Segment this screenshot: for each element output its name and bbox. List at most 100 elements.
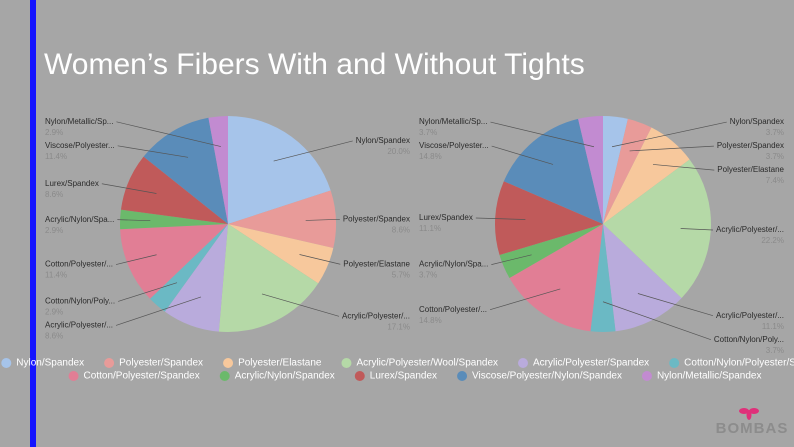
logo-text: BOMBAS bbox=[716, 420, 789, 437]
slice-value: 3.7% bbox=[419, 271, 437, 280]
leader-line bbox=[273, 140, 353, 162]
pie-slice bbox=[603, 159, 711, 299]
pie-slice bbox=[208, 116, 228, 224]
slice-value: 8.6% bbox=[392, 225, 410, 234]
pie-slice bbox=[603, 224, 682, 332]
slice-label: Polyester/Spandex bbox=[343, 214, 410, 223]
logo-body bbox=[746, 410, 752, 420]
legend-swatch bbox=[354, 371, 365, 381]
logo-wing bbox=[749, 408, 759, 414]
slice-label: Nylon/Spandex bbox=[730, 117, 784, 126]
legend-label: Polyester/Elastane bbox=[238, 358, 322, 369]
pie-slice bbox=[499, 224, 603, 278]
slice-value: 3.7% bbox=[419, 128, 437, 137]
logo: BOMBAS bbox=[716, 408, 789, 437]
leader-line bbox=[489, 288, 561, 311]
pie-slice bbox=[603, 116, 628, 224]
slice-value: 7.4% bbox=[766, 176, 784, 185]
leader-line bbox=[611, 121, 727, 148]
leader-line bbox=[299, 254, 341, 265]
leader-line bbox=[117, 219, 151, 222]
legend-row: Cotton/Polyester/Spandex Acrylic/Nylon/Sp… bbox=[68, 371, 762, 382]
slice-value: 11.1% bbox=[762, 322, 784, 331]
slice-label: Acrylic/Polyester/... bbox=[716, 311, 784, 320]
leader-line bbox=[475, 217, 526, 220]
slice-label: Acrylic/Polyester/... bbox=[45, 321, 113, 330]
pie-slice bbox=[120, 156, 228, 224]
leader-line bbox=[115, 296, 202, 326]
slice-label: Nylon/Metallic/Sp... bbox=[419, 117, 487, 126]
pie-slice bbox=[603, 118, 652, 224]
leader-line bbox=[261, 293, 340, 317]
legend-label: Nylon/Spandex bbox=[16, 358, 84, 369]
leader-line bbox=[118, 282, 178, 302]
slice-value: 14.8% bbox=[419, 152, 442, 161]
leader-line bbox=[116, 121, 222, 147]
slice-value: 2.9% bbox=[45, 128, 63, 137]
legend-label: Cotton/Polyester/Spandex bbox=[84, 371, 200, 382]
pie-slice bbox=[143, 117, 228, 224]
slice-label: Lurex/Spandex bbox=[419, 213, 473, 222]
slice-value: 2.9% bbox=[45, 226, 63, 235]
accent-bar bbox=[30, 0, 36, 447]
slice-label: Acrylic/Polyester/... bbox=[342, 311, 410, 320]
pie-slice bbox=[120, 209, 228, 230]
legend-swatch bbox=[223, 358, 234, 368]
pie-slice bbox=[228, 190, 336, 249]
legend-swatch bbox=[68, 371, 79, 381]
slice-label: Nylon/Spandex bbox=[356, 136, 410, 145]
leader-line bbox=[637, 293, 714, 317]
slice-label: Cotton/Nylon/Poly... bbox=[45, 297, 115, 306]
leader-line bbox=[115, 254, 157, 265]
legend-label: Viscose/Polyester/Nylon/Spandex bbox=[472, 371, 622, 382]
slice-label: Viscose/Polyester... bbox=[45, 141, 115, 150]
leader-line bbox=[101, 183, 157, 194]
logo-wing bbox=[739, 408, 749, 414]
legend-swatch bbox=[641, 371, 652, 381]
slice-value: 8.6% bbox=[45, 332, 63, 341]
slice-label: Nylon/Metallic/Sp... bbox=[45, 117, 113, 126]
slice-value: 3.7% bbox=[766, 346, 784, 355]
slice-label: Cotton/Polyester/... bbox=[45, 260, 113, 269]
slice-label: Lurex/Spandex bbox=[45, 179, 99, 188]
slice-label: Acrylic/Nylon/Spa... bbox=[45, 215, 114, 224]
leader-line bbox=[652, 164, 715, 171]
legend-label: Lurex/Spandex bbox=[370, 371, 437, 382]
legend-swatch bbox=[457, 371, 468, 381]
pie-slice bbox=[590, 224, 616, 332]
slice-value: 8.6% bbox=[45, 190, 63, 199]
leader-line bbox=[491, 254, 532, 265]
leader-line bbox=[602, 301, 712, 341]
leader-line bbox=[629, 145, 714, 152]
slice-label: Cotton/Nylon/Poly... bbox=[714, 335, 784, 344]
slice-label: Cotton/Polyester/... bbox=[419, 305, 487, 314]
leader-line bbox=[305, 218, 340, 221]
slice-value: 20.0% bbox=[387, 147, 410, 156]
leader-line bbox=[680, 228, 713, 231]
leader-line bbox=[490, 121, 595, 148]
slice-value: 22.2% bbox=[761, 236, 784, 245]
slice-value: 3.7% bbox=[766, 152, 784, 161]
pie-slice bbox=[218, 224, 319, 332]
slice-value: 11.4% bbox=[45, 152, 67, 161]
slice-value: 3.7% bbox=[766, 128, 784, 137]
legend-label: Nylon/Metallic/Spandex bbox=[657, 371, 762, 382]
slice-label: Polyester/Spandex bbox=[717, 141, 784, 150]
legend-swatch bbox=[219, 371, 230, 381]
pie-slice bbox=[150, 224, 228, 312]
leader-line bbox=[117, 145, 189, 158]
slice-value: 17.1% bbox=[387, 322, 410, 331]
slice-label: Acrylic/Nylon/Spa... bbox=[419, 260, 488, 269]
legend-swatch bbox=[341, 358, 352, 368]
pie-slice bbox=[503, 118, 603, 224]
legend-swatch bbox=[1, 358, 12, 368]
slide-title: Women’s Fibers With and Without Tights bbox=[44, 48, 585, 81]
legend-label: Acrylic/Nylon/Spandex bbox=[235, 371, 335, 382]
legend-label: Cotton/Nylon/Polyester/Spandex bbox=[684, 358, 794, 369]
slice-value: 2.9% bbox=[45, 308, 63, 317]
legend-swatch bbox=[669, 358, 680, 368]
pie-slice bbox=[164, 224, 228, 332]
legend-swatch bbox=[104, 358, 115, 368]
slice-value: 11.1% bbox=[419, 224, 441, 233]
